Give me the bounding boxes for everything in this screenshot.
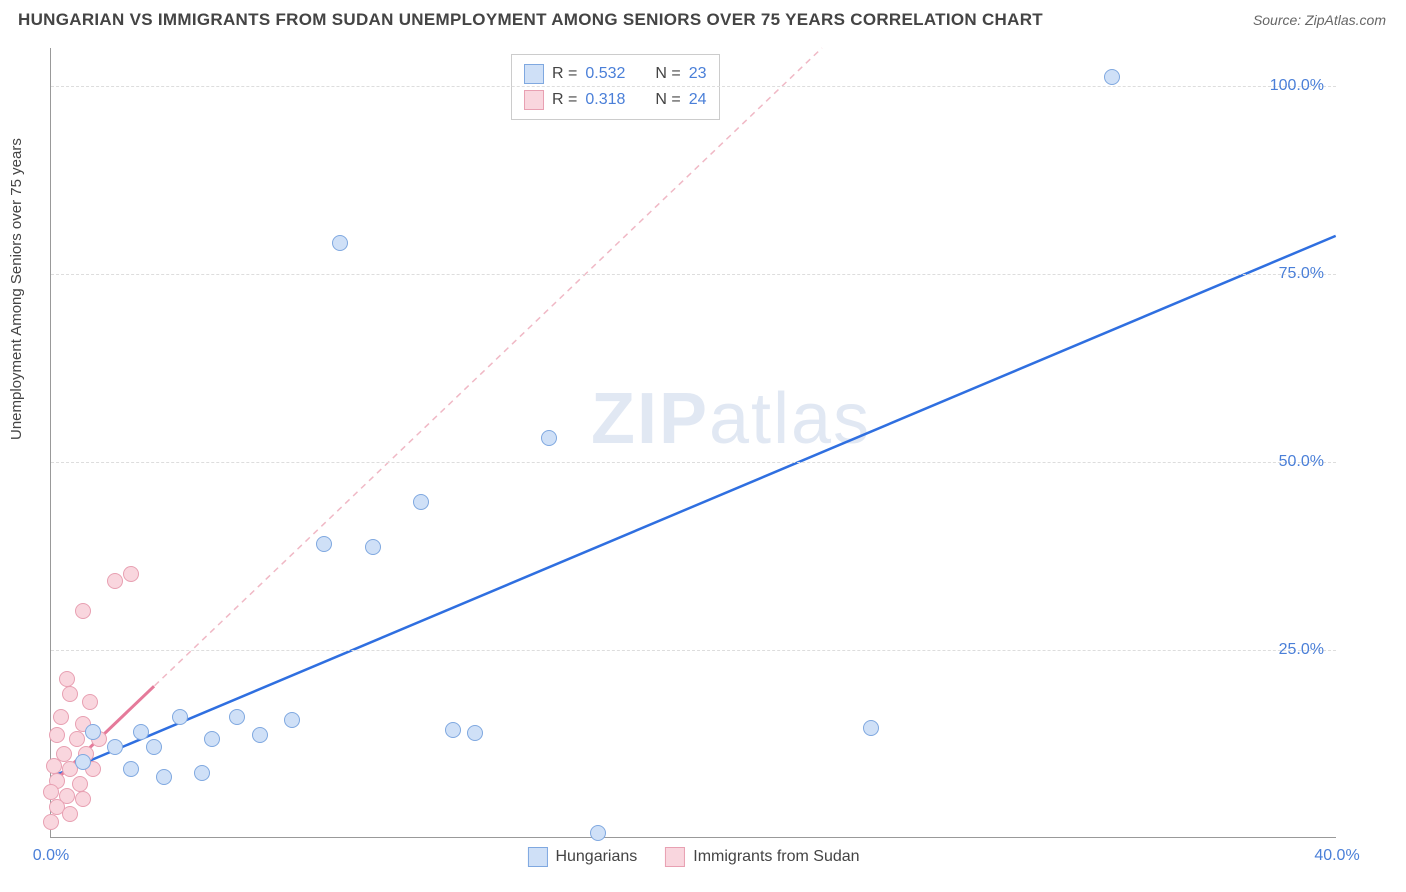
data-point-hungarians [467,725,483,741]
series-legend-item-hungarians: Hungarians [527,847,637,867]
legend-swatch-sudan [524,90,544,110]
data-point-hungarians [863,720,879,736]
r-value-hungarians: 0.532 [585,65,625,83]
trend-line-hungarians [51,236,1335,777]
series-legend-item-sudan: Immigrants from Sudan [665,847,859,867]
data-point-hungarians [107,739,123,755]
data-point-hungarians [1104,69,1120,85]
n-prefix: N = [655,91,680,109]
data-point-sudan [53,709,69,725]
r-prefix: R = [552,65,577,83]
n-value-sudan: 24 [689,91,707,109]
data-point-hungarians [252,727,268,743]
data-point-sudan [62,686,78,702]
series-legend: Hungarians Immigrants from Sudan [527,847,859,867]
data-point-sudan [43,784,59,800]
data-point-sudan [59,671,75,687]
data-point-hungarians [204,731,220,747]
data-point-sudan [62,806,78,822]
legend-swatch-hungarians [524,64,544,84]
gridline [51,650,1336,651]
y-axis-label: Unemployment Among Seniors over 75 years [8,138,25,440]
data-point-hungarians [365,539,381,555]
trend-line-sudan [51,48,822,784]
chart-header: HUNGARIAN VS IMMIGRANTS FROM SUDAN UNEMP… [18,10,1386,30]
data-point-hungarians [194,765,210,781]
data-point-sudan [82,694,98,710]
gridline [51,462,1336,463]
data-point-sudan [107,573,123,589]
correlation-legend-row-hungarians: R = 0.532 N = 23 [524,61,707,87]
data-point-sudan [75,791,91,807]
plot-area: ZIPatlas R = 0.532N = 23R = 0.318N = 24 … [50,48,1336,838]
r-prefix: R = [552,91,577,109]
series-name-sudan: Immigrants from Sudan [693,848,859,866]
source-prefix: Source: [1253,12,1305,28]
data-point-sudan [49,727,65,743]
y-tick-label: 100.0% [1270,77,1324,95]
n-value-hungarians: 23 [689,65,707,83]
y-tick-label: 50.0% [1279,453,1324,471]
data-point-hungarians [123,761,139,777]
source-name: ZipAtlas.com [1305,12,1386,28]
x-tick-label: 0.0% [33,847,69,865]
x-tick-label: 40.0% [1314,847,1359,865]
data-point-hungarians [229,709,245,725]
data-point-hungarians [172,709,188,725]
data-point-hungarians [590,825,606,841]
gridline [51,86,1336,87]
data-point-sudan [123,566,139,582]
y-tick-label: 25.0% [1279,641,1324,659]
data-point-hungarians [413,494,429,510]
legend-swatch-hungarians [527,847,547,867]
series-name-hungarians: Hungarians [555,848,637,866]
data-point-hungarians [75,754,91,770]
data-point-hungarians [445,722,461,738]
data-point-hungarians [316,536,332,552]
chart-title: HUNGARIAN VS IMMIGRANTS FROM SUDAN UNEMP… [18,10,1043,30]
data-point-hungarians [332,235,348,251]
data-point-hungarians [85,724,101,740]
correlation-legend-row-sudan: R = 0.318 N = 24 [524,87,707,113]
data-point-sudan [75,603,91,619]
gridline [51,274,1336,275]
data-point-hungarians [284,712,300,728]
y-tick-label: 75.0% [1279,265,1324,283]
data-point-sudan [43,814,59,830]
data-point-sudan [72,776,88,792]
data-point-hungarians [146,739,162,755]
data-point-sudan [46,758,62,774]
legend-swatch-sudan [665,847,685,867]
r-value-sudan: 0.318 [585,91,625,109]
data-point-hungarians [541,430,557,446]
n-prefix: N = [655,65,680,83]
source-attribution: Source: ZipAtlas.com [1253,12,1386,28]
data-point-hungarians [133,724,149,740]
data-point-sudan [69,731,85,747]
data-point-hungarians [156,769,172,785]
correlation-legend: R = 0.532 N = 23 R = 0.318 N = 24 [511,54,720,120]
